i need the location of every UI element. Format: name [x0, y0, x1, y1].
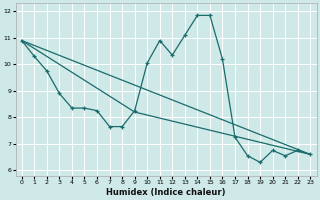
X-axis label: Humidex (Indice chaleur): Humidex (Indice chaleur): [106, 188, 226, 197]
